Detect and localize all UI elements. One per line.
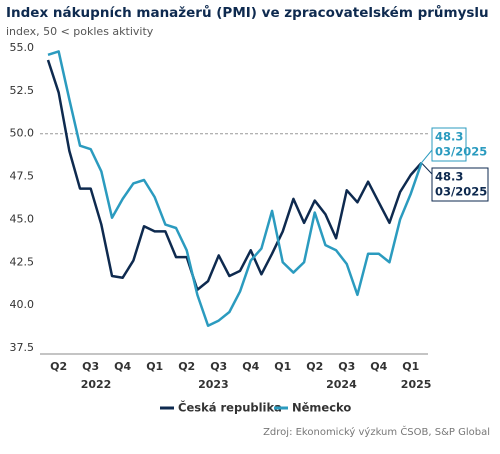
value-label: 48.3 — [435, 170, 463, 184]
label-leader — [421, 162, 433, 175]
year-label: 2025 — [401, 378, 432, 391]
x-tick-label: Q2 — [178, 360, 195, 373]
year-label: 2022 — [81, 378, 112, 391]
y-tick-label: 37.5 — [10, 341, 35, 354]
date-label: 03/2025 — [435, 145, 487, 159]
legend-label: Česká republika — [178, 400, 282, 415]
y-tick-label: 55.0 — [10, 41, 35, 54]
value-label: 48.3 — [435, 130, 463, 144]
legend-label: Německo — [292, 401, 351, 415]
label-leader — [421, 149, 433, 164]
y-tick-label: 52.5 — [10, 84, 35, 97]
x-tick-label: Q3 — [210, 360, 227, 373]
x-tick-label: Q2 — [50, 360, 67, 373]
y-tick-label: 47.5 — [10, 170, 35, 183]
x-tick-label: Q3 — [338, 360, 355, 373]
x-tick-label: Q2 — [306, 360, 323, 373]
chart-title: Index nákupních manažerů (PMI) ve zpraco… — [6, 4, 489, 21]
y-tick-label: 50.0 — [10, 127, 35, 140]
label-box — [431, 127, 467, 162]
y-tick-label: 45.0 — [10, 212, 35, 225]
series-line — [46, 59, 423, 291]
x-tick-label: Q1 — [146, 360, 163, 373]
x-tick-label: Q3 — [82, 360, 99, 373]
y-tick-label: 42.5 — [10, 255, 35, 268]
x-tick-label: Q4 — [114, 360, 131, 373]
chart-subtitle: index, 50 < pokles aktivity — [6, 25, 154, 38]
year-label: 2024 — [326, 378, 357, 391]
label-box — [431, 167, 489, 202]
date-label: 03/2025 — [435, 185, 487, 199]
x-tick-label: Q1 — [274, 360, 291, 373]
series-line — [47, 50, 423, 327]
y-tick-label: 40.0 — [10, 298, 35, 311]
x-tick-label: Q4 — [242, 360, 259, 373]
x-tick-label: Q1 — [402, 360, 419, 373]
source: Zdroj: Ekonomický výzkum ČSOB, S&P Globa… — [263, 425, 490, 438]
year-label: 2023 — [198, 378, 229, 391]
x-tick-label: Q4 — [370, 360, 387, 373]
